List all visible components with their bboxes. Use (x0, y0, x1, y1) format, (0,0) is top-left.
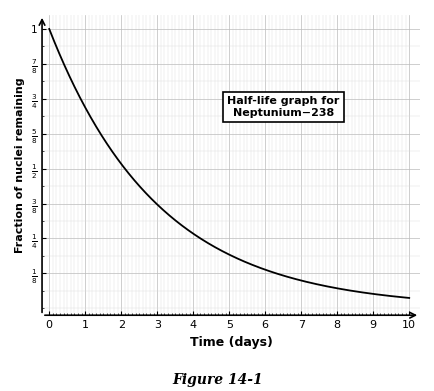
Text: Figure 14-1: Figure 14-1 (172, 373, 262, 387)
Text: Half-life graph for
Neptunium−238: Half-life graph for Neptunium−238 (227, 96, 339, 118)
Y-axis label: Fraction of nuclei remaining: Fraction of nuclei remaining (15, 77, 25, 253)
X-axis label: Time (days): Time (days) (189, 335, 272, 349)
